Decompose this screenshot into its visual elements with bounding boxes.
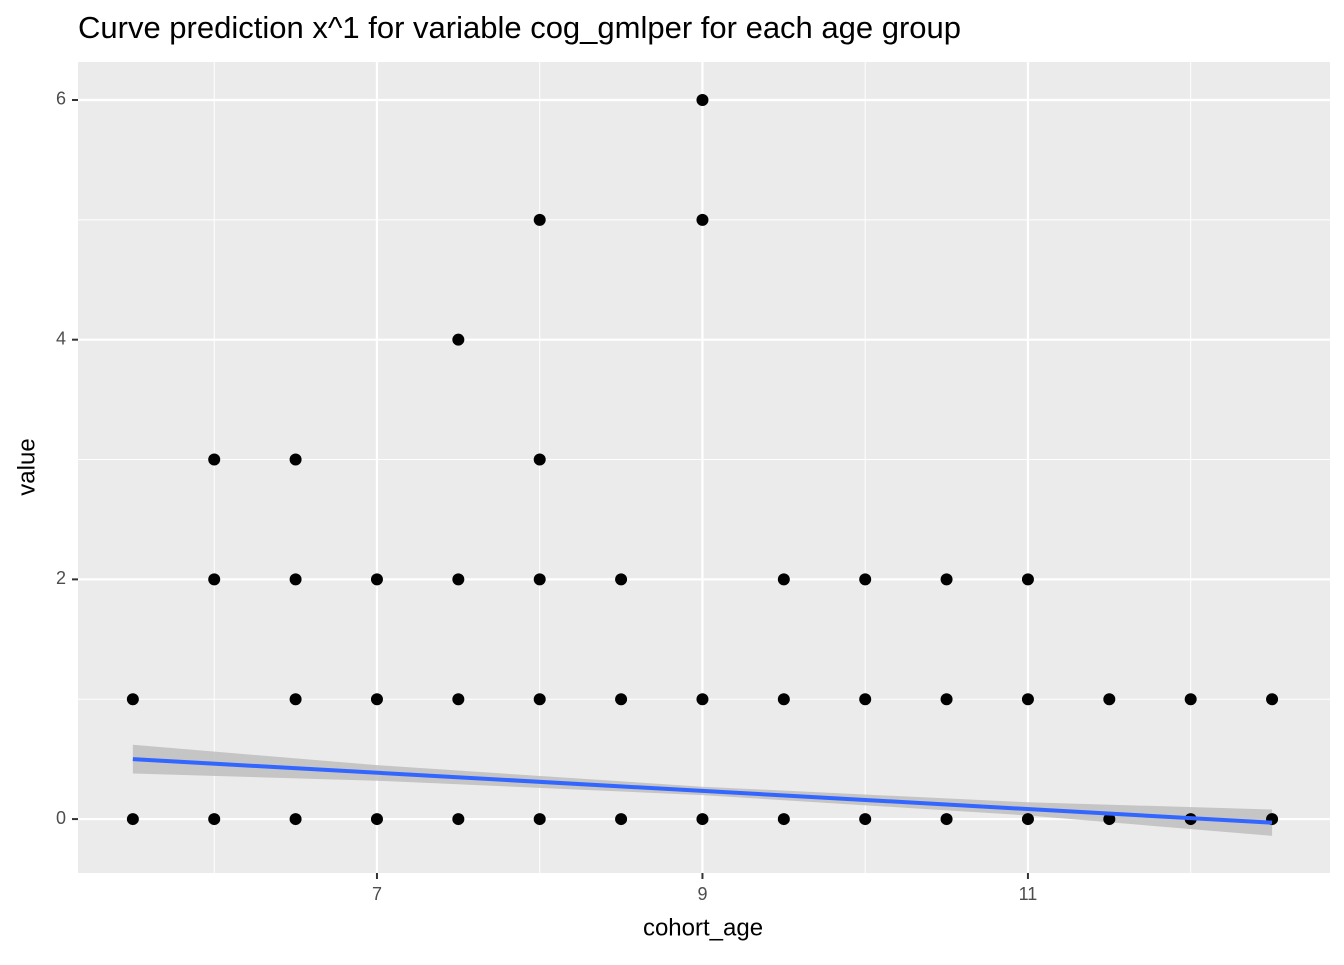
y-tick-label: 2 — [56, 568, 66, 588]
point — [859, 813, 872, 826]
point — [777, 573, 790, 586]
y-axis-title: value — [13, 438, 40, 495]
point — [859, 573, 872, 586]
y-tick-label: 4 — [56, 328, 66, 348]
x-axis-title: cohort_age — [643, 914, 763, 941]
point — [1021, 573, 1034, 586]
fit-line — [132, 757, 1273, 825]
x-tick-label: 9 — [697, 884, 707, 904]
y-tick-label: 6 — [56, 89, 66, 109]
point — [452, 333, 465, 346]
point — [1021, 813, 1034, 826]
point — [289, 813, 302, 826]
point — [1103, 693, 1116, 706]
point — [940, 573, 953, 586]
point — [696, 213, 709, 226]
point — [289, 453, 302, 466]
point — [859, 693, 872, 706]
chart-title: Curve prediction x^1 for variable cog_gm… — [78, 10, 961, 45]
point — [370, 573, 383, 586]
point — [370, 813, 383, 826]
point — [615, 573, 628, 586]
point — [696, 93, 709, 106]
point — [208, 573, 221, 586]
point — [533, 573, 546, 586]
point — [777, 813, 790, 826]
point — [1103, 813, 1116, 826]
point — [289, 573, 302, 586]
point — [533, 213, 546, 226]
y-tick-label: 0 — [56, 808, 66, 828]
point — [533, 693, 546, 706]
point — [208, 453, 221, 466]
x-tick-label: 7 — [372, 884, 382, 904]
point — [289, 693, 302, 706]
point — [777, 693, 790, 706]
point — [126, 693, 139, 706]
x-tick-label: 11 — [1019, 884, 1038, 904]
point — [1184, 693, 1197, 706]
point — [696, 693, 709, 706]
panel-background — [78, 62, 1330, 873]
point — [696, 813, 709, 826]
point — [1021, 693, 1034, 706]
point — [1266, 693, 1279, 706]
point — [452, 813, 465, 826]
point — [452, 693, 465, 706]
point — [533, 453, 546, 466]
point — [452, 573, 465, 586]
point — [615, 693, 628, 706]
point — [208, 813, 221, 826]
point — [370, 693, 383, 706]
point — [940, 813, 953, 826]
point — [126, 813, 139, 826]
point — [615, 813, 628, 826]
point — [533, 813, 546, 826]
point — [940, 693, 953, 706]
